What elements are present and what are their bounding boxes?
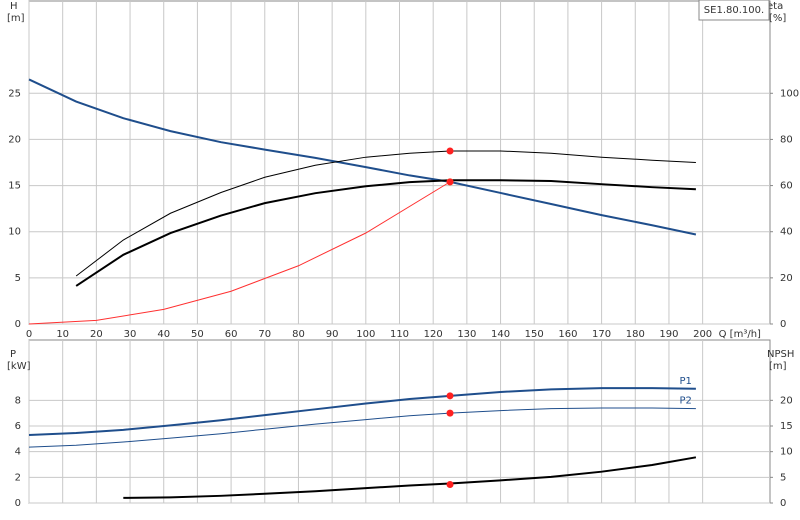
curve — [28, 181, 451, 325]
x-tick-label: 30 — [124, 329, 137, 340]
x-tick-label: 40 — [157, 329, 170, 340]
x-tick-label: 60 — [225, 329, 238, 340]
y2-tick-label: 100 — [780, 88, 799, 99]
y-tick-label: 6 — [15, 421, 21, 432]
duty-point — [446, 481, 454, 489]
x-tick-label: 130 — [457, 329, 476, 340]
x-tick-label: 160 — [558, 329, 577, 340]
series-label: P2 — [679, 396, 691, 407]
curve — [75, 150, 696, 277]
x-tick-label: 80 — [292, 329, 305, 340]
y2-axis-label: NPSH — [767, 349, 794, 360]
y-tick-label: 0 — [15, 319, 21, 330]
curve — [28, 407, 696, 448]
y2-tick-label: 20 — [780, 395, 793, 406]
y2-tick-label: 80 — [780, 134, 793, 145]
y-tick-label: 8 — [15, 395, 21, 406]
series-label: P1 — [679, 376, 691, 387]
x-tick-label: 100 — [356, 329, 375, 340]
y-tick-label: 4 — [15, 447, 21, 458]
y-axis-unit: [kW] — [7, 361, 31, 372]
duty-point — [446, 147, 454, 155]
y2-tick-label: 0 — [780, 319, 786, 330]
x-tick-label: 190 — [659, 329, 678, 340]
y-axis-label: P — [10, 349, 16, 360]
y2-tick-label: 0 — [780, 498, 786, 509]
x-tick-label: 70 — [258, 329, 271, 340]
x-tick-label: 90 — [326, 329, 339, 340]
x-tick-label: 110 — [390, 329, 409, 340]
y-tick-label: 25 — [8, 88, 21, 99]
x-tick-label: 150 — [525, 329, 544, 340]
curve — [28, 387, 696, 436]
y2-tick-label: 10 — [780, 447, 793, 458]
y-tick-label: 15 — [8, 181, 21, 192]
duty-point — [446, 392, 454, 400]
curve — [75, 179, 696, 287]
y-tick-label: 5 — [15, 273, 21, 284]
badge-box — [698, 0, 770, 21]
duty-point — [446, 409, 454, 417]
y-axis-label: H — [10, 1, 18, 12]
y2-axis-label: eta — [767, 1, 783, 12]
x-tick-label: 180 — [626, 329, 645, 340]
y2-tick-label: 40 — [780, 227, 793, 238]
y-tick-label: 20 — [8, 134, 21, 145]
x-tick-label: 140 — [491, 329, 510, 340]
y-tick-label: 10 — [8, 227, 21, 238]
badge: SE1.80.100. — [704, 5, 764, 16]
y2-tick-label: 60 — [780, 181, 793, 192]
x-tick-label: 10 — [56, 329, 69, 340]
duty-point — [446, 178, 454, 186]
x-tick-label: 200 — [693, 329, 712, 340]
y-axis-unit: [m] — [7, 13, 25, 24]
y2-tick-label: 20 — [780, 273, 793, 284]
y-tick-label: 2 — [15, 472, 21, 483]
y2-axis-unit: [%] — [769, 13, 786, 24]
x-tick-label: 170 — [592, 329, 611, 340]
x-axis-label: Q [m³/h] — [719, 329, 761, 340]
curve — [123, 456, 697, 499]
x-tick-label: 0 — [26, 329, 32, 340]
x-tick-label: 120 — [424, 329, 443, 340]
y2-tick-label: 5 — [780, 472, 786, 483]
y2-tick-label: 15 — [780, 421, 793, 432]
y-tick-label: 0 — [15, 498, 21, 509]
curve — [28, 78, 697, 236]
x-tick-label: 20 — [90, 329, 103, 340]
x-tick-label: 50 — [191, 329, 204, 340]
y2-axis-unit: [m] — [769, 361, 787, 372]
